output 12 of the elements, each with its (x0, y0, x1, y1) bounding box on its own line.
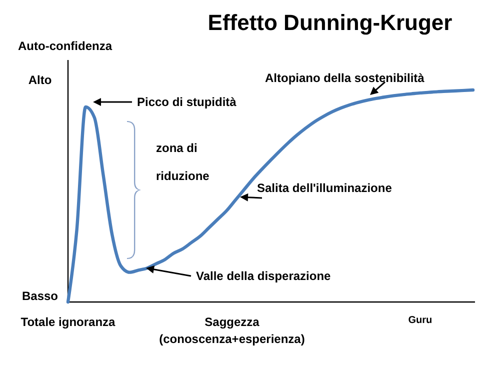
y-axis-title: Auto-confidenza (18, 39, 112, 53)
annotation: zona di riduzione (156, 141, 210, 183)
x-tick-label: Totale ignoranza (20, 315, 116, 329)
text: Basso (22, 289, 58, 303)
chart-title: Effetto Dunning-Kruger (208, 10, 453, 35)
annotation: Picco di stupidità (137, 95, 237, 109)
annotation: Salita dell'illuminazione (257, 181, 392, 195)
x-tick-label: Guru (408, 315, 432, 326)
text: Altopiano della sostenibilità (265, 71, 425, 85)
annotation: Valle della disperazione (196, 269, 332, 283)
x-axis-title: Saggezza (conoscenza+esperienza) (159, 315, 305, 346)
text: Alto (28, 73, 52, 87)
